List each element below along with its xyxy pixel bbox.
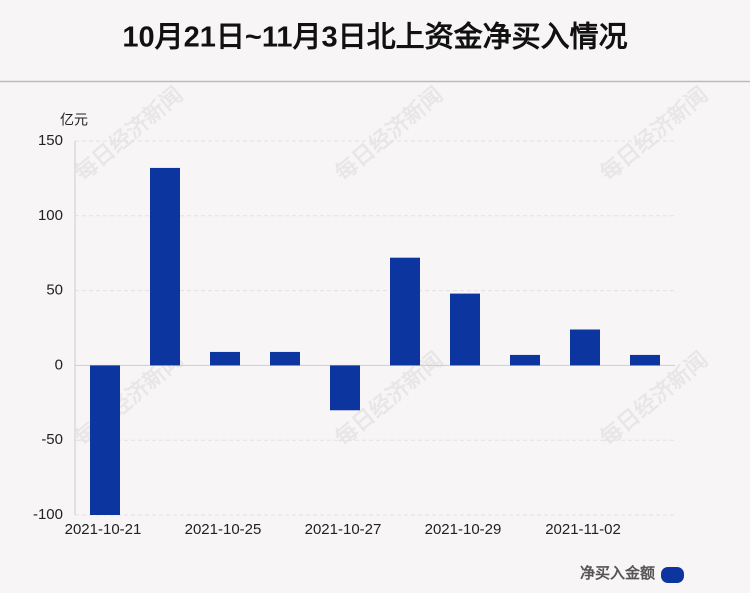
x-tick-label: 2021-10-29 — [425, 521, 502, 538]
y-tick-label: 50 — [46, 282, 63, 299]
bar — [450, 293, 480, 366]
legend-label: 净买入金额 — [580, 564, 655, 582]
y-tick-label: -50 — [41, 431, 63, 448]
y-tick-label: 100 — [38, 207, 63, 224]
bar — [570, 329, 600, 366]
bar — [210, 351, 240, 366]
legend-swatch — [661, 567, 684, 583]
y-unit: 亿元 — [60, 112, 88, 128]
bar — [270, 351, 300, 366]
bar — [390, 257, 420, 366]
bar — [150, 167, 180, 366]
bar — [630, 354, 660, 366]
x-tick-label: 2021-10-27 — [305, 521, 382, 538]
x-tick-label: 2021-11-02 — [545, 521, 621, 538]
bar — [330, 365, 360, 411]
bar — [510, 354, 540, 366]
x-tick-label: 2021-10-25 — [185, 521, 262, 538]
y-tick-label: -100 — [33, 506, 63, 523]
y-tick-label: 150 — [38, 132, 63, 149]
y-tick-label: 0 — [55, 356, 63, 373]
chart-title: 10月21日~11月3日北上资金净买入情况 — [122, 20, 627, 54]
x-tick-label: 2021-10-21 — [65, 521, 142, 538]
bar — [90, 365, 120, 515]
